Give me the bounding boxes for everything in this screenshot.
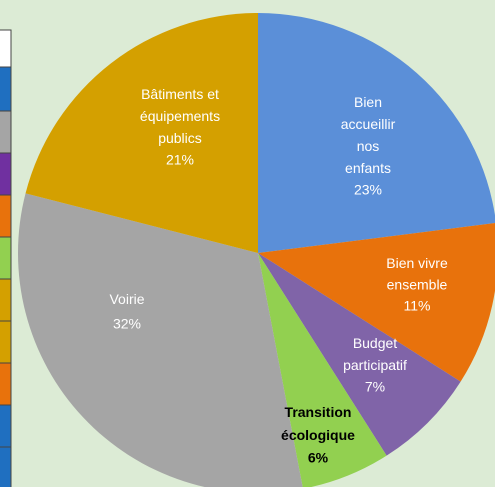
label-line: publics [158,130,202,146]
table-cell [0,404,12,448]
label-line: Voirie [109,291,144,307]
pie-slice [18,193,303,487]
table-cell [0,29,12,68]
table-cell [0,66,12,112]
pie-slice [258,13,495,253]
label-line: participatif [343,357,407,373]
slice-label: Transition écologique [281,404,355,443]
value-label: 21% [166,152,194,168]
pie-slice [258,253,461,456]
label-line: écologique [281,427,355,443]
pie-slice [258,223,495,382]
value-label: 6% [308,450,329,466]
label-line: nos [357,138,380,154]
pie-slice [258,253,387,487]
side-table [0,29,12,487]
value-label: 11% [404,298,431,314]
slice-label: Voirie [109,291,144,307]
label-line: Transition [285,404,352,420]
label-line: enfants [345,160,391,176]
label-line: équipements [140,108,220,124]
slice-label: Bien accueillir nos enfants [341,94,396,176]
table-cell [0,320,12,364]
label-line: Bien [354,94,382,110]
value-label: 7% [365,379,385,395]
label-line: Bâtiments et [141,86,219,102]
label-line: Bien vivre [386,255,448,271]
label-line: ensemble [387,276,448,292]
slice-label: Budget participatif [343,335,407,373]
value-label: 23% [354,182,382,198]
table-cell [0,152,12,196]
table-cell [0,278,12,322]
slice-label: Bâtiments et équipements publics [140,86,220,146]
table-cell [0,362,12,406]
slice-label: Bien vivre ensemble [386,255,448,293]
pie-slice [25,13,259,253]
label-line: Budget [353,335,397,351]
table-cell [0,446,12,487]
table-cell [0,236,12,280]
label-line: accueillir [341,116,396,132]
table-cell [0,110,12,154]
table-cell [0,194,12,238]
value-label: 32% [113,316,141,332]
